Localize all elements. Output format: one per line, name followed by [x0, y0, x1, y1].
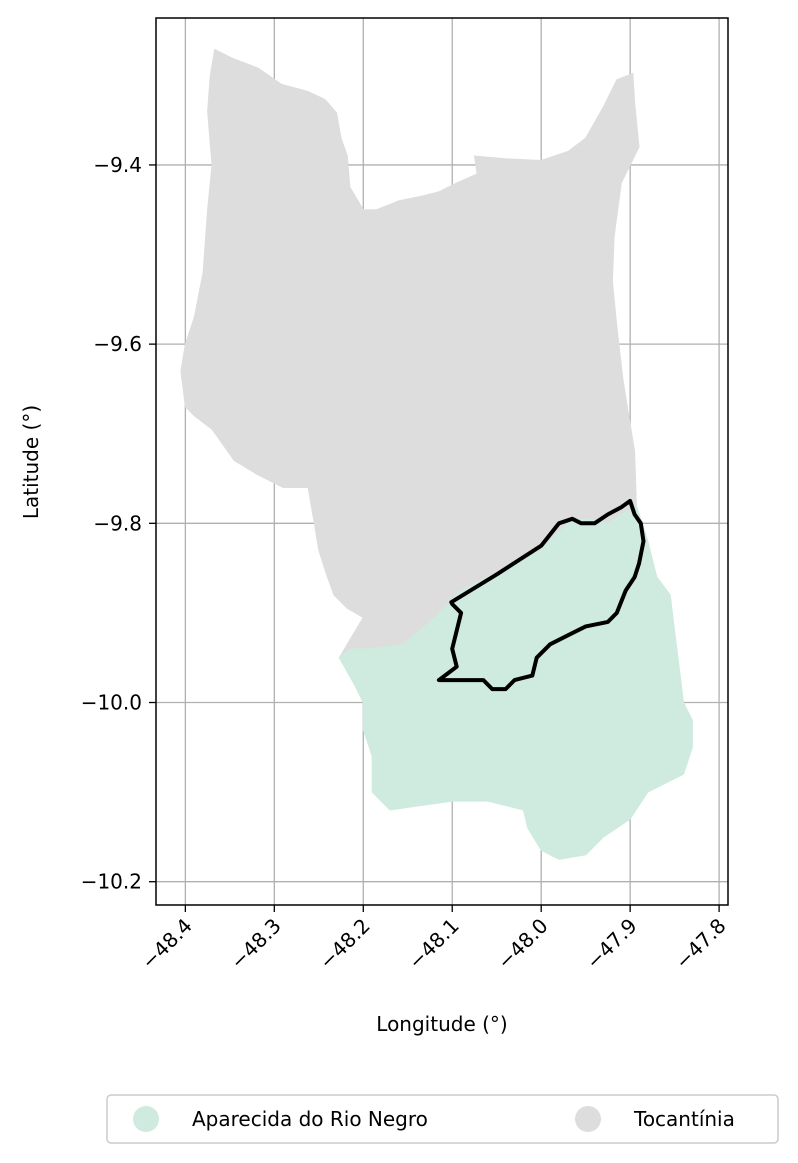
y-tick-label-2: −9.8 [93, 511, 142, 535]
legend-box [106, 1094, 779, 1144]
x-axis-title: Longitude (°) [376, 1012, 507, 1036]
highlight-outline [436, 498, 646, 692]
y-axis-title: Latitude (°) [19, 405, 43, 519]
y-tick-label-4: −10.2 [81, 870, 142, 894]
legend-marker-tocantinia [575, 1106, 601, 1132]
region-aparecida-do-rio-negro [338, 504, 693, 860]
legend-label-aparecida: Aparecida do Rio Negro [192, 1107, 428, 1131]
highlight-layer [436, 498, 646, 692]
legend-label-tocantinia: Tocantínia [633, 1107, 735, 1131]
plot-frame [155, 17, 729, 906]
y-tick-label-0: −9.4 [93, 153, 142, 177]
y-tick-label-1: −9.6 [93, 332, 142, 356]
regions [180, 48, 693, 860]
legend-marker-aparecida [133, 1106, 159, 1132]
legend: Aparecida do Rio Negro Tocantínia [106, 1094, 779, 1144]
y-tick-label-3: −10.0 [81, 691, 142, 715]
